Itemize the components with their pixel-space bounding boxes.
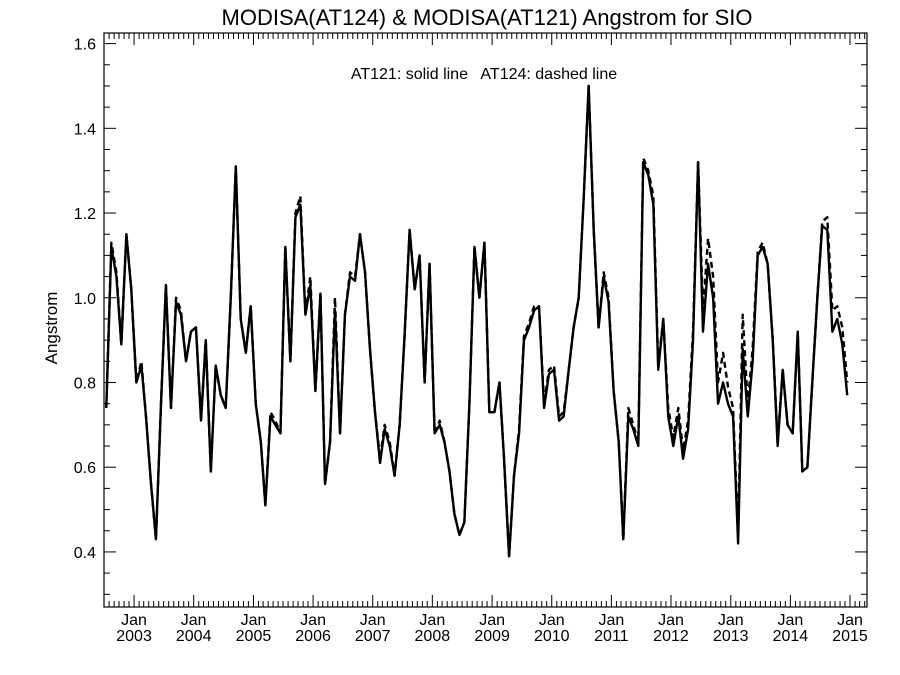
- x-tick-label-year: 2003: [116, 628, 152, 645]
- series-layer: [105, 84, 849, 558]
- x-tick-label-year: 2012: [653, 628, 689, 645]
- x-tick-label-month: Jan: [718, 612, 744, 629]
- x-tick-label-year: 2014: [773, 628, 809, 645]
- x-tick-label-month: Jan: [121, 612, 147, 629]
- y-axis-label: Angstrom: [42, 292, 61, 365]
- x-tick-label-year: 2013: [713, 628, 749, 645]
- y-axis: 0.4 0.6 0.8 1.0 1.2 1.4 1.6: [74, 37, 867, 595]
- x-tick-label-year: 2005: [236, 628, 272, 645]
- x-axis: Jan2003Jan2004Jan2005Jan2006Jan2007Jan20…: [108, 33, 868, 645]
- plot-frame: [103, 32, 868, 608]
- x-tick-label-year: 2011: [594, 628, 629, 645]
- y-tick-label: 1.0: [74, 291, 96, 308]
- x-tick-label-month: Jan: [360, 612, 386, 629]
- y-tick-label: 0.4: [74, 545, 96, 562]
- y-tick-label: 1.2: [74, 206, 96, 223]
- x-tick-label-month: Jan: [300, 612, 326, 629]
- x-tick-label-year: 2010: [534, 628, 570, 645]
- x-tick-label-year: 2004: [176, 628, 212, 645]
- x-tick-label-month: Jan: [658, 612, 684, 629]
- x-tick-label-year: 2008: [415, 628, 451, 645]
- chart-title: MODISA(AT124) & MODISA(AT121) Angstrom f…: [222, 5, 753, 30]
- series-line-at121: [105, 84, 849, 558]
- x-tick-label-month: Jan: [777, 612, 803, 629]
- x-tick-label-year: 2015: [832, 628, 868, 645]
- line-style-annotation: AT121: solid line AT124: dashed line: [351, 66, 617, 83]
- x-tick-label-month: Jan: [241, 612, 267, 629]
- y-tick-label: 0.8: [74, 375, 96, 392]
- x-tick-label-year: 2009: [474, 628, 510, 645]
- x-tick-label-month: Jan: [837, 612, 863, 629]
- x-tick-label-month: Jan: [419, 612, 445, 629]
- x-tick-label-year: 2006: [295, 628, 331, 645]
- x-tick-label-month: Jan: [539, 612, 565, 629]
- x-tick-label-year: 2007: [355, 628, 391, 645]
- x-tick-label-month: Jan: [598, 612, 624, 629]
- x-tick-label-month: Jan: [181, 612, 207, 629]
- y-tick-label: 1.6: [74, 37, 96, 54]
- x-tick-label-month: Jan: [479, 612, 505, 629]
- y-tick-label: 1.4: [74, 121, 96, 138]
- y-tick-label: 0.6: [74, 460, 96, 477]
